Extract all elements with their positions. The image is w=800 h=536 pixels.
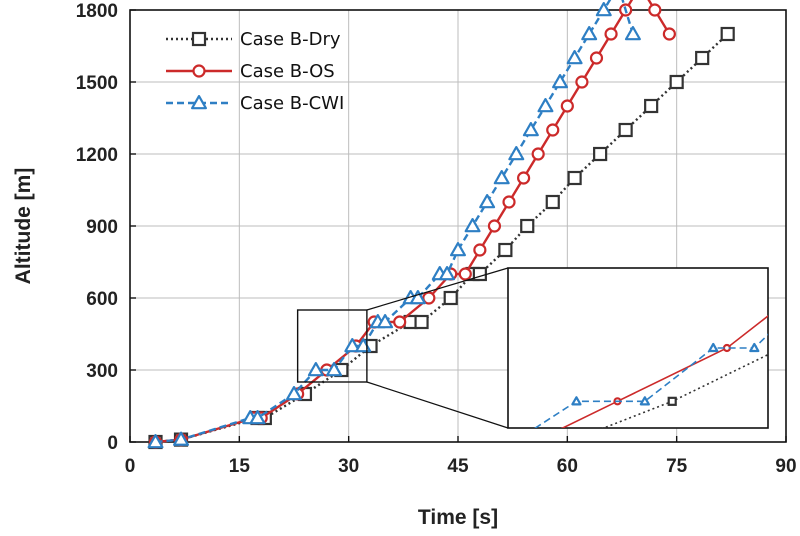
data-point-triangle: [552, 73, 569, 89]
data-point-circle: [648, 3, 662, 17]
y-tick-label: 300: [86, 361, 118, 382]
data-point-square: [567, 170, 582, 186]
data-point-triangle: [479, 194, 496, 209]
data-point-circle: [502, 195, 516, 209]
legend-label: Case B-OS: [240, 61, 335, 82]
data-point-triangle: [493, 170, 510, 185]
y-tick-label: 1200: [76, 145, 118, 166]
x-tick-label: 90: [775, 456, 796, 477]
data-point-circle: [192, 64, 206, 78]
data-point-circle: [458, 267, 472, 281]
data-point-square: [545, 194, 560, 210]
zoom-source-box: [296, 309, 368, 383]
y-axis-ticks: 0 300 600 900 1200 1500 1800: [76, 1, 136, 454]
data-point-triangle: [537, 97, 554, 113]
data-point-triangle: [147, 434, 164, 449]
data-point-triangle: [326, 362, 343, 377]
series-line: [155, 33, 729, 444]
data-point-triangle: [566, 49, 583, 65]
y-tick-label: 600: [86, 289, 118, 310]
data-point-triangle: [749, 342, 760, 353]
data-point-triangle: [249, 410, 266, 425]
data-point-circle: [487, 219, 502, 233]
data-point-triangle: [522, 121, 539, 137]
data-point-square: [618, 122, 633, 138]
x-tick-label: 60: [557, 456, 578, 477]
data-point-triangle: [286, 386, 302, 401]
data-point-circle: [662, 27, 676, 41]
data-point-triangle: [508, 146, 525, 161]
series-layer: [147, 0, 735, 450]
data-point-triangle: [581, 26, 598, 41]
legend-entry: Case B-Dry: [166, 29, 341, 50]
data-point-triangle: [708, 342, 719, 353]
data-point-triangle: [377, 314, 394, 329]
y-tick-label: 900: [86, 217, 118, 238]
data-point-square: [520, 218, 535, 234]
legend-entry: Case B-OS: [166, 61, 335, 82]
legend: Case B-Dry Case B-OS Case B-CWI: [166, 29, 344, 114]
zoom-connector: [366, 267, 509, 311]
data-point-triangle: [191, 94, 207, 110]
data-point-circle: [589, 51, 604, 65]
data-point-triangle: [464, 218, 481, 233]
y-tick-label: 0: [107, 433, 118, 454]
x-axis-ticks: 0 15 30 45 60 75 90: [125, 436, 797, 477]
data-point-square: [669, 74, 684, 90]
data-point-triangle: [439, 266, 456, 281]
data-point-triangle: [595, 1, 612, 17]
data-point-circle: [604, 27, 618, 41]
legend-label: Case B-CWI: [240, 93, 344, 114]
data-point-triangle: [639, 396, 650, 406]
y-tick-label: 1500: [76, 73, 118, 94]
legend-entry: Case B-CWI: [166, 93, 344, 114]
data-point-circle: [473, 243, 487, 257]
data-point-triangle: [344, 338, 361, 353]
zoom-connector: [366, 381, 509, 429]
y-tick-label: 1800: [76, 1, 118, 22]
data-point-triangle: [409, 290, 426, 305]
data-point-circle: [531, 147, 545, 161]
data-point-square: [593, 146, 608, 162]
data-point-triangle: [450, 242, 466, 257]
x-axis-title: Time [s]: [418, 506, 498, 529]
data-point-circle: [422, 291, 436, 305]
data-point-square: [498, 242, 513, 258]
data-point-circle: [546, 123, 560, 137]
data-point-square: [191, 31, 207, 47]
legend-label: Case B-Dry: [240, 29, 341, 50]
x-tick-label: 45: [447, 456, 469, 477]
data-point-square: [414, 314, 429, 330]
data-point-triangle: [173, 431, 190, 446]
data-point-circle: [575, 75, 589, 89]
data-point-triangle: [571, 396, 582, 406]
data-point-circle: [560, 99, 574, 113]
data-point-square: [695, 50, 710, 66]
x-tick-label: 0: [125, 456, 136, 477]
data-point-square: [644, 98, 659, 114]
x-tick-label: 75: [666, 456, 688, 477]
data-point-triangle: [307, 362, 324, 377]
data-point-circle: [393, 315, 407, 329]
data-point-triangle: [624, 26, 641, 41]
data-point-square: [720, 26, 735, 42]
data-point-square: [667, 396, 677, 406]
data-point-circle: [516, 171, 531, 185]
x-tick-label: 15: [229, 456, 251, 477]
x-tick-label: 30: [338, 456, 359, 477]
y-axis-title: Altitude [m]: [12, 168, 35, 285]
data-point-square: [443, 290, 458, 306]
